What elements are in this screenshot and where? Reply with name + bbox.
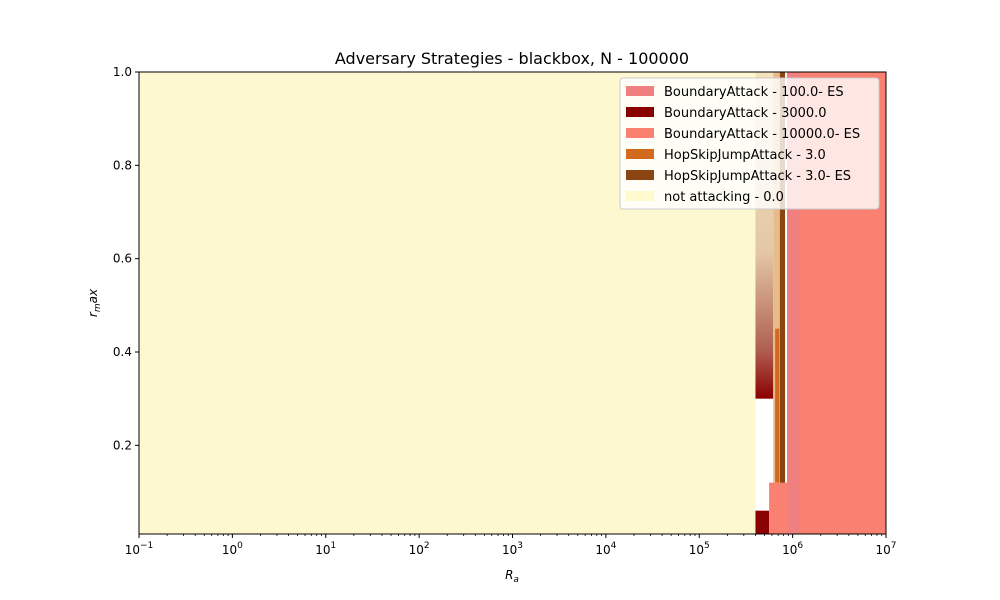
legend-swatch <box>626 128 654 138</box>
heatmap-region <box>775 328 780 483</box>
legend-label: BoundaryAttack - 100.0- ES <box>664 85 844 100</box>
x-tick-label: 105 <box>689 541 710 557</box>
legend-swatch <box>626 107 654 117</box>
legend-label: HopSkipJumpAttack - 3.0 <box>664 148 826 163</box>
x-tick-label: 100 <box>222 541 243 557</box>
y-tick-label: 0.6 <box>113 252 132 266</box>
y-tick-label: 1.0 <box>113 65 132 79</box>
heatmap-region <box>755 510 770 534</box>
heatmap-region <box>769 482 787 534</box>
x-tick-label: 101 <box>315 541 336 557</box>
legend-swatch <box>626 86 654 96</box>
legend-swatch <box>626 191 654 201</box>
legend-box <box>619 77 880 210</box>
heatmap-region <box>779 72 786 511</box>
legend-label: BoundaryAttack - 3000.0 <box>664 106 827 121</box>
x-tick-label: 107 <box>875 541 896 557</box>
chart-title: Adversary Strategies - blackbox, N - 100… <box>335 49 689 68</box>
y-tick-label: 0.4 <box>113 345 132 359</box>
x-tick-label: 10−1 <box>125 541 154 557</box>
legend-label: BoundaryAttack - 10000.0- ES <box>664 127 860 142</box>
x-tick-label: 102 <box>409 541 430 557</box>
legend-entries: BoundaryAttack - 100.0- ES BoundaryAttack… <box>626 85 860 205</box>
y-tick-label: 0.8 <box>113 158 132 172</box>
heatmap-region <box>773 72 780 483</box>
legend-label: not attacking - 0.0 <box>664 190 784 205</box>
legend-swatch <box>626 170 654 180</box>
legend-label: HopSkipJumpAttack - 3.0- ES <box>664 169 851 184</box>
legend-swatch <box>626 149 654 159</box>
x-tick-label: 103 <box>502 541 523 557</box>
x-axis-label: Ra <box>505 568 519 585</box>
x-tick-label: 104 <box>595 541 616 557</box>
y-axis-label: rmax <box>86 288 103 317</box>
y-tick-label: 0.2 <box>113 438 132 452</box>
x-tick-label: 106 <box>782 541 803 557</box>
y-axis: 0.2 0.4 0.6 0.8 1.0 <box>113 65 139 452</box>
legend: BoundaryAttack - 100.0- ES BoundaryAttack… <box>619 77 880 210</box>
x-axis: 10−1 100 101 102 103 104 105 106 107 <box>125 534 897 557</box>
